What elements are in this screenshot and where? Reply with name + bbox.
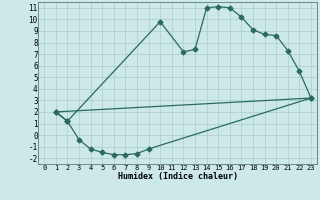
X-axis label: Humidex (Indice chaleur): Humidex (Indice chaleur): [118, 172, 238, 181]
